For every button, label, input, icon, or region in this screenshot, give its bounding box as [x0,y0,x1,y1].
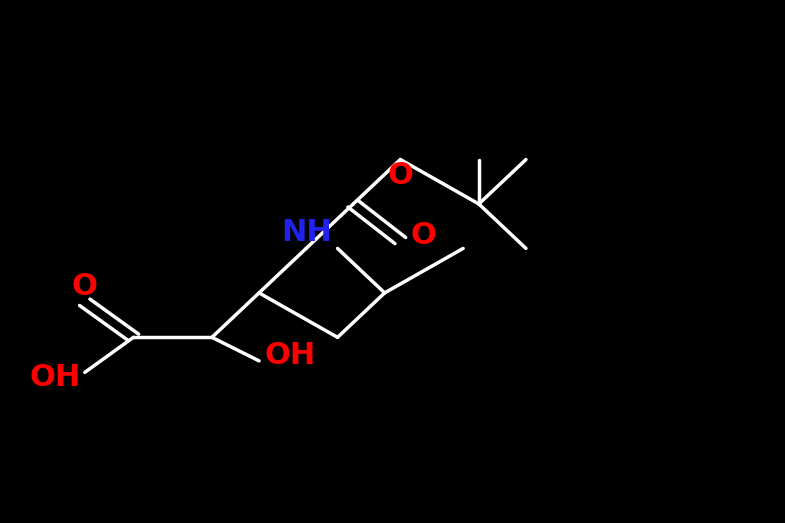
Text: NH: NH [281,218,331,247]
Text: O: O [411,221,436,250]
Text: OH: OH [29,363,81,392]
Text: O: O [388,161,413,190]
Text: O: O [72,272,97,301]
Text: OH: OH [265,341,316,370]
